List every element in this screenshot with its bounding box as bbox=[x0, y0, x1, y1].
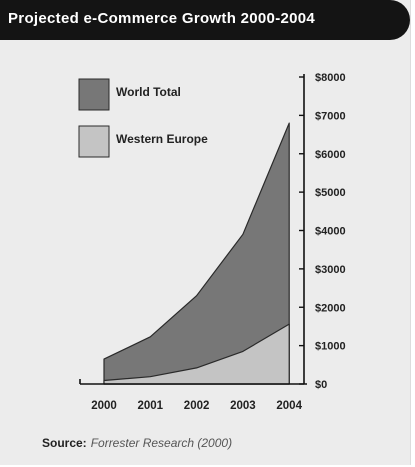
y-tick-label: $1000 bbox=[315, 341, 346, 353]
x-tick-label: 2002 bbox=[184, 400, 210, 412]
x-tick-label: 2003 bbox=[230, 400, 256, 412]
legend-label: Western Europe bbox=[116, 132, 208, 146]
source-value: Forrester Research (2000) bbox=[90, 436, 233, 450]
title-bar: Projected e-Commerce Growth 2000-2004 bbox=[0, 0, 410, 40]
y-tick-label: $4000 bbox=[315, 226, 346, 238]
legend-swatch bbox=[78, 125, 110, 158]
y-tick-label: $0 bbox=[315, 379, 327, 391]
legend-label: World Total bbox=[116, 85, 181, 99]
y-tick-label: $5000 bbox=[315, 187, 346, 199]
y-tick-label: $7000 bbox=[315, 110, 346, 122]
x-tick-label: 2000 bbox=[91, 400, 117, 412]
y-tick-label: $6000 bbox=[315, 149, 346, 161]
source-label: Source: bbox=[42, 436, 87, 450]
y-tick-label: $3000 bbox=[315, 264, 346, 276]
chart-legend: World Total Western Europe bbox=[78, 78, 208, 158]
x-tick-label: 2004 bbox=[276, 400, 302, 412]
area-western-europe bbox=[103, 323, 290, 385]
y-tick-label: $8000 bbox=[315, 72, 346, 84]
chart-axes: $0 $1000 $2000 $3000 $4000 $5000 $6000 $7000 $80… bbox=[79, 72, 346, 412]
legend-swatch bbox=[78, 78, 110, 111]
x-tick-label: 2001 bbox=[138, 400, 164, 412]
source-note: Source: Forrester Research (2000) bbox=[42, 436, 232, 450]
chart-title: Projected e-Commerce Growth 2000-2004 bbox=[8, 10, 316, 27]
chart-areas bbox=[103, 122, 290, 385]
y-tick-label: $2000 bbox=[315, 302, 346, 314]
